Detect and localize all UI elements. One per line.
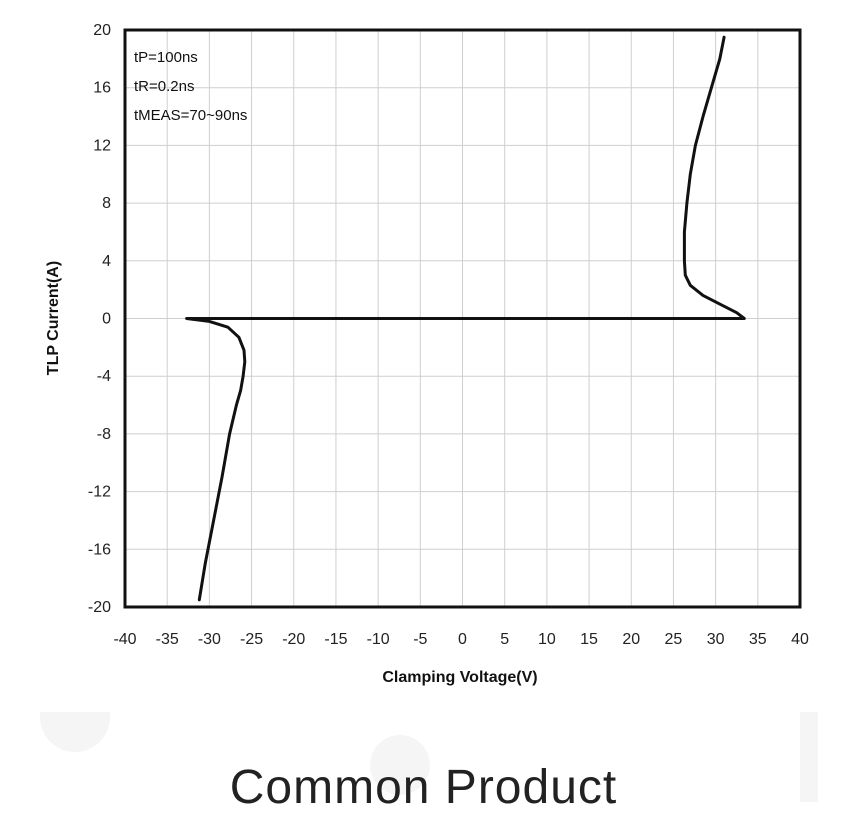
x-tick-label: -30 [198,631,221,648]
y-tick-label: 4 [102,253,111,270]
y-tick-label: 8 [102,195,111,212]
y-tick-label: -4 [97,368,111,385]
x-tick-label: -10 [367,631,390,648]
y-tick-label: 16 [93,80,111,97]
x-tick-label: 30 [707,631,725,648]
x-tick-label: -35 [156,631,179,648]
annotation-pulse-width: tP=100ns [134,49,198,66]
y-tick-label: -12 [88,484,111,501]
watermark-shape-right [800,712,818,802]
series-line [185,35,746,602]
y-tick-label: 0 [102,311,111,328]
plot-border [123,28,802,609]
y-tick-label: -16 [88,541,111,558]
y-tick-label: 12 [93,137,111,154]
y-tick-label: -20 [88,599,111,616]
x-tick-label: -5 [413,631,427,648]
x-tick-label: 10 [538,631,556,648]
annotation-measure-window: tMEAS=70~90ns [134,107,247,124]
y-axis-title: TLP Current(A) [45,261,62,375]
series-layer [185,35,746,602]
product-caption: Common Product [229,761,618,814]
annotation-rise-time: tR=0.2ns [134,78,194,95]
x-tick-label: -15 [324,631,347,648]
y-tick-label: 20 [93,22,111,39]
x-tick-label: 40 [791,631,809,648]
y-tick-label: -8 [97,426,111,443]
y-tick-labels: 20 16 12 8 4 0 -4 -8 -12 -16 -20 [88,22,111,616]
x-tick-label: -40 [113,631,136,648]
x-axis-title: Clamping Voltage(V) [382,669,537,686]
x-tick-label: 25 [665,631,683,648]
x-tick-label: 5 [500,631,509,648]
watermark-shape-center [370,735,430,795]
x-tick-label: 0 [458,631,467,648]
x-tick-labels: -40 -35 -30 -25 -20 -15 -10 -5 0 5 10 15 20 25 30 35 40 [113,631,809,648]
x-tick-label: 35 [749,631,767,648]
x-tick-label: 15 [580,631,598,648]
plot-frame [123,28,802,609]
x-tick-label: -25 [240,631,263,648]
x-tick-label: -20 [282,631,305,648]
tlp-chart: -40 -35 -30 -25 -20 -15 -10 -5 0 5 10 15 20 25 30 35 40 … [45,22,809,686]
x-tick-label: 20 [622,631,640,648]
